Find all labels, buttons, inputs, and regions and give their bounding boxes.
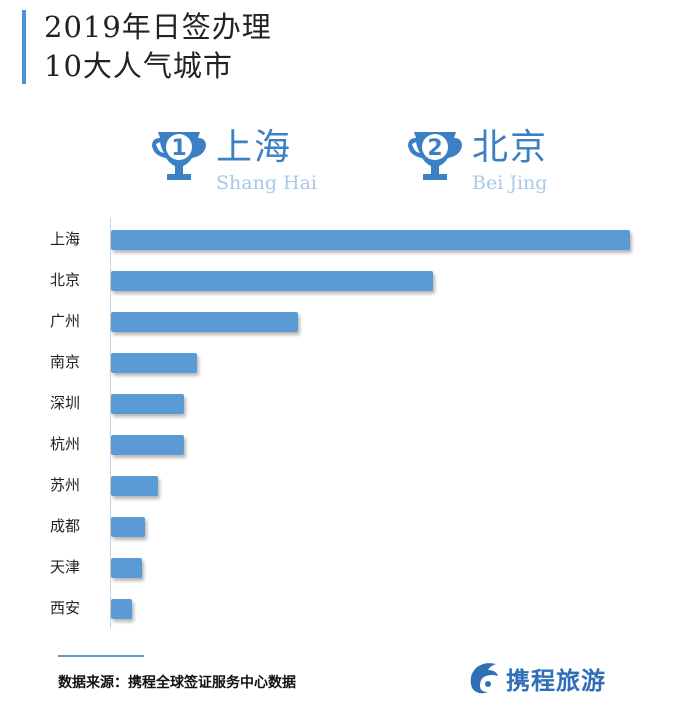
trophy-icon: 1 xyxy=(152,132,206,180)
category-label: 西安 xyxy=(50,599,81,617)
bar xyxy=(111,312,298,332)
category-label: 深圳 xyxy=(50,394,81,412)
category-label: 成都 xyxy=(50,517,81,535)
category-label: 苏州 xyxy=(50,476,81,494)
bar xyxy=(111,230,630,250)
title-accent-bar xyxy=(22,10,26,84)
category-label: 广州 xyxy=(50,312,81,330)
chart-title: 2019年日签办理 10大人气城市 xyxy=(44,8,272,86)
trophy-icon: 2 xyxy=(408,132,462,180)
category-label: 南京 xyxy=(50,353,81,371)
title-line-2: 10大人气城市 xyxy=(44,49,233,83)
category-label: 杭州 xyxy=(50,435,81,453)
category-label: 上海 xyxy=(50,230,81,248)
bar xyxy=(111,271,433,291)
rank-number: 2 xyxy=(427,136,442,161)
bar xyxy=(111,599,132,619)
bar xyxy=(111,353,197,373)
category-label: 北京 xyxy=(50,271,81,289)
y-axis-line xyxy=(110,218,111,628)
rank-city-cn: 北京 xyxy=(472,127,549,168)
data-source: 数据来源：携程全球签证服务中心数据 xyxy=(58,675,296,691)
rank-city-en: Shang Hai xyxy=(216,172,317,194)
bar xyxy=(111,476,158,496)
logo-text: 携程旅游 xyxy=(506,667,606,695)
bar xyxy=(111,517,145,537)
source-accent-line xyxy=(58,655,144,657)
rank-city-cn: 上海 xyxy=(216,127,293,168)
bar xyxy=(111,435,184,455)
title-line-1: 2019年日签办理 xyxy=(44,10,272,44)
bar xyxy=(111,558,143,578)
rank-number: 1 xyxy=(171,136,186,161)
bar xyxy=(111,394,184,414)
ctrip-logo: 携程旅游 xyxy=(466,658,656,698)
rank-city-en: Bei Jing xyxy=(472,172,548,194)
category-label: 天津 xyxy=(50,558,81,576)
dolphin-logo-icon xyxy=(470,663,498,694)
